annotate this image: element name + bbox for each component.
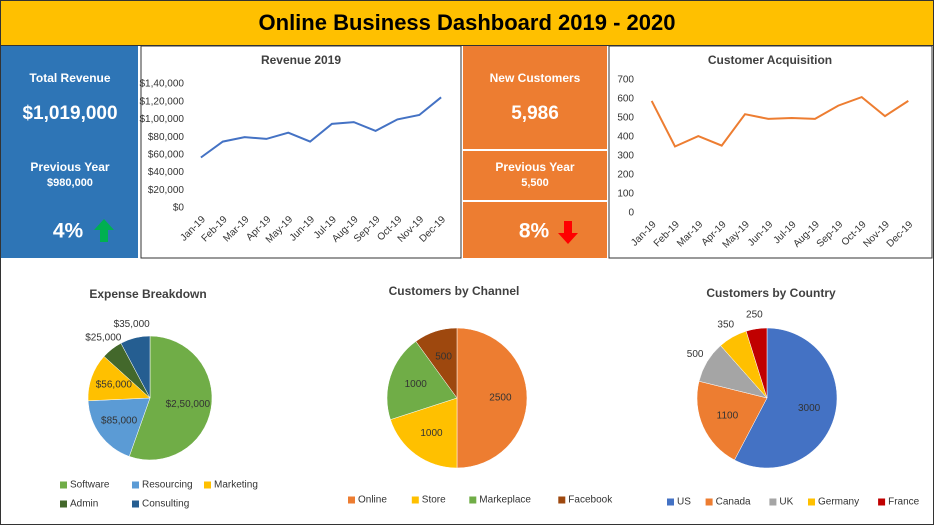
line — [650, 95, 909, 148]
pie-slice — [390, 397, 458, 469]
y-tick-label: $80,000 — [148, 132, 185, 143]
pie-slice — [734, 327, 838, 469]
legend-label: Markeplace — [479, 495, 531, 506]
kpi-label: Total Revenue — [29, 71, 110, 85]
chart-title: Customers by Country — [706, 286, 836, 300]
chart-title: Revenue 2019 — [261, 53, 341, 67]
legend-swatch — [808, 498, 815, 506]
kpi-label: New Customers — [490, 71, 581, 85]
data-label: 1100 — [717, 410, 739, 421]
pie-slice — [696, 380, 768, 461]
legend-swatch — [667, 498, 674, 506]
legend-label: Store — [422, 495, 446, 506]
down-arrow — [558, 221, 578, 244]
y-tick-label: 300 — [617, 151, 634, 162]
legend-swatch — [769, 498, 777, 506]
data-label: 250 — [746, 310, 763, 321]
y-tick-label: $40,000 — [148, 167, 185, 178]
pie-slice — [120, 335, 151, 399]
legend-label: Online — [358, 495, 387, 506]
y-tick-label: $1,20,000 — [140, 96, 185, 107]
title-bar — [0, 0, 934, 46]
kpi-previous: 5,500 — [521, 177, 549, 189]
legend-swatch — [878, 498, 886, 506]
data-label: $56,000 — [96, 380, 133, 391]
y-tick-label: $60,000 — [148, 149, 185, 160]
data-label: 1000 — [420, 428, 443, 439]
data-label: $25,000 — [85, 333, 122, 344]
data-label: $85,000 — [101, 416, 138, 427]
data-label: 500 — [435, 351, 452, 362]
chart-title: Expense Breakdown — [89, 287, 206, 301]
y-tick-label: 400 — [617, 132, 634, 143]
legend-label: Germany — [818, 497, 859, 508]
data-label: 1000 — [405, 379, 428, 390]
y-tick-label: 500 — [617, 113, 634, 124]
kpi-change: 4% — [53, 220, 84, 243]
data-label: 3000 — [798, 403, 821, 414]
revenue-chart-box — [140, 45, 462, 259]
pie-slice — [745, 327, 768, 399]
kpi-value: $1,019,000 — [22, 103, 117, 124]
pie-slice — [87, 397, 151, 457]
dashboard-title: Online Business Dashboard 2019 - 2020 — [259, 10, 676, 35]
y-tick-label: $1,00,000 — [140, 114, 185, 125]
legend-swatch — [469, 496, 477, 504]
revenue-card — [1, 46, 138, 258]
legend-swatch — [60, 481, 67, 489]
y-tick-label: 200 — [617, 170, 634, 181]
data-label: $2,50,000 — [166, 399, 211, 410]
y-tick-label: 100 — [617, 189, 634, 200]
pie-slice — [415, 327, 458, 399]
y-tick-label: $0 — [173, 203, 185, 214]
legend-label: US — [677, 497, 691, 508]
kpi-change: 8% — [519, 220, 550, 243]
chart-title: Customers by Channel — [389, 284, 520, 298]
kpi-previous: $980,000 — [47, 177, 93, 189]
kpi-previous-label: Previous Year — [30, 160, 109, 174]
legend-label: Facebook — [568, 495, 613, 506]
y-tick-label: 0 — [628, 208, 634, 219]
legend-swatch — [132, 481, 139, 489]
data-label: 2500 — [489, 393, 512, 404]
legend-label: Admin — [70, 499, 98, 510]
kpi-value: 5,986 — [511, 103, 559, 124]
y-tick-label: 600 — [617, 94, 634, 105]
pie-slice — [386, 341, 458, 420]
kpi-previous-label: Previous Year — [495, 160, 574, 174]
data-label: $35,000 — [114, 319, 151, 330]
data-label: 350 — [717, 319, 734, 330]
customers-card — [463, 46, 607, 258]
legend-swatch — [348, 496, 355, 504]
legend-label: Canada — [716, 497, 751, 508]
legend-label: UK — [779, 497, 793, 508]
data-label: 500 — [687, 349, 704, 360]
legend-swatch — [60, 500, 67, 508]
line — [200, 96, 442, 159]
legend-swatch — [132, 500, 139, 508]
pie-slice — [456, 327, 528, 469]
legend-label: France — [888, 497, 920, 508]
legend-swatch — [204, 481, 211, 489]
legend-label: Software — [70, 480, 110, 491]
legend-label: Marketing — [214, 480, 258, 491]
chart-title: Customer Acquisition — [708, 53, 832, 67]
legend-swatch — [705, 498, 713, 506]
pie-slice — [128, 335, 213, 461]
y-tick-label: $20,000 — [148, 185, 185, 196]
y-tick-label: $1,40,000 — [140, 79, 185, 90]
legend-label: Resourcing — [142, 480, 193, 491]
up-arrow — [94, 219, 114, 242]
legend-swatch — [558, 496, 566, 504]
legend-label: Consulting — [142, 499, 189, 510]
acquisition-chart-box — [608, 45, 933, 259]
y-tick-label: 700 — [617, 75, 634, 86]
legend-swatch — [411, 496, 419, 504]
